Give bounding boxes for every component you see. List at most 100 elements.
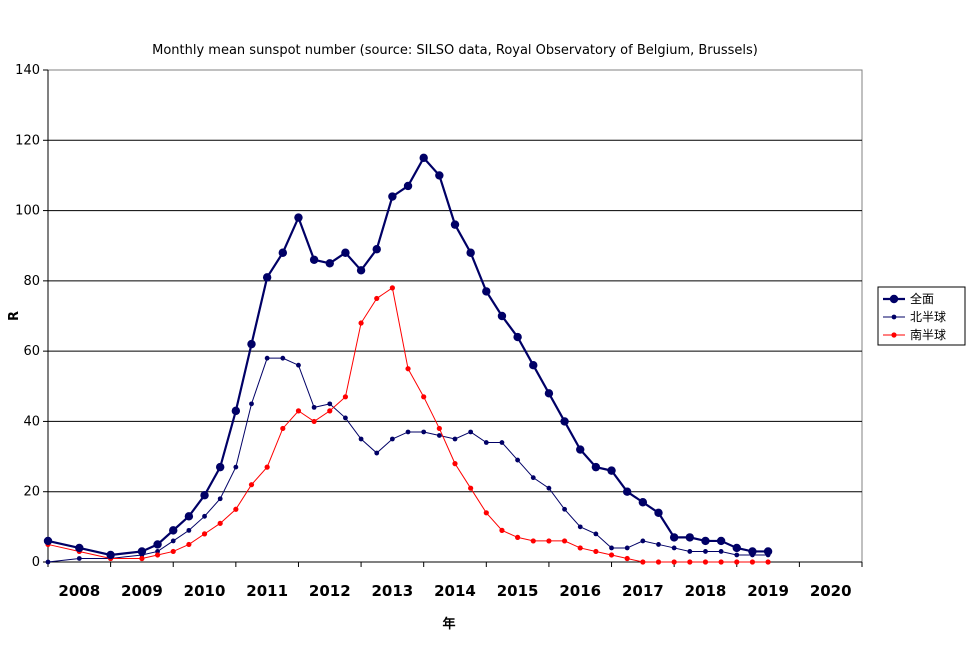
data-point <box>327 401 333 407</box>
data-point <box>374 450 380 456</box>
data-point <box>560 417 569 426</box>
x-tick-label: 2015 <box>497 582 539 600</box>
data-point <box>687 549 693 554</box>
data-point <box>405 429 411 435</box>
data-point <box>640 538 646 544</box>
x-tick-label: 2012 <box>309 582 351 600</box>
x-tick-label: 2009 <box>121 582 163 600</box>
y-axis-label: R <box>7 311 22 321</box>
data-point <box>577 524 583 530</box>
data-point <box>622 487 632 496</box>
data-point <box>593 531 599 537</box>
data-point <box>765 559 771 565</box>
data-point <box>701 536 710 546</box>
data-point <box>247 339 256 349</box>
data-point <box>264 355 270 361</box>
data-point <box>435 171 444 180</box>
data-point <box>499 527 505 533</box>
data-point <box>671 545 677 551</box>
data-point <box>295 408 302 414</box>
series-layer <box>43 153 773 565</box>
chart-title: Monthly mean sunspot number (source: SIL… <box>152 43 758 58</box>
data-point <box>483 440 489 445</box>
x-tick-label: 2010 <box>184 582 226 600</box>
data-point <box>655 559 662 565</box>
data-point <box>202 513 207 519</box>
legend-swatch-marker <box>889 294 899 304</box>
data-point <box>419 153 428 163</box>
y-tick-label: 20 <box>23 485 40 500</box>
data-point <box>139 555 145 562</box>
grid-lines <box>47 70 862 563</box>
data-point <box>201 531 208 537</box>
data-point <box>342 394 349 400</box>
y-tick-label: 120 <box>15 133 40 148</box>
data-point <box>358 320 364 326</box>
data-point <box>466 248 475 257</box>
legend-swatch-marker <box>891 314 897 320</box>
data-point <box>389 285 395 291</box>
data-point <box>734 552 740 558</box>
data-point <box>155 549 160 554</box>
data-point <box>217 520 223 526</box>
y-tick-label: 40 <box>23 414 40 429</box>
data-point <box>106 550 115 560</box>
data-point <box>452 461 458 467</box>
data-point <box>562 506 567 512</box>
data-point <box>732 543 741 553</box>
data-point <box>327 408 333 414</box>
data-point <box>669 533 679 542</box>
data-point <box>311 418 317 425</box>
data-point <box>608 552 615 558</box>
data-point <box>296 362 301 368</box>
data-point <box>374 295 380 302</box>
data-point <box>687 559 693 565</box>
data-point <box>718 559 724 565</box>
x-tick-label: 2018 <box>685 582 727 600</box>
series-line <box>47 287 769 563</box>
data-point <box>546 485 552 491</box>
series-1 <box>43 153 773 560</box>
legend-label: 南半球 <box>910 327 946 342</box>
data-point <box>624 545 630 551</box>
data-point <box>325 259 334 268</box>
data-point <box>452 436 458 442</box>
data-point <box>280 355 286 361</box>
data-point <box>184 512 194 521</box>
data-point <box>450 220 460 229</box>
data-point <box>513 332 522 342</box>
data-point <box>403 181 413 191</box>
data-point <box>278 248 288 257</box>
data-point <box>153 540 162 549</box>
data-point <box>264 464 270 470</box>
data-point <box>341 248 350 257</box>
data-point <box>607 466 616 475</box>
data-point <box>262 273 272 282</box>
data-point <box>43 536 53 546</box>
data-point <box>280 425 286 432</box>
data-point <box>544 389 554 398</box>
data-point <box>529 361 538 370</box>
y-axis-ticks: 0 20 40 60 80 100 120 140 <box>15 63 48 570</box>
x-tick-label: 2013 <box>372 582 414 600</box>
x-tick-label: 2008 <box>58 582 100 600</box>
plot-area <box>47 69 863 563</box>
data-point <box>233 506 239 512</box>
data-point <box>358 436 364 442</box>
data-point <box>356 266 366 275</box>
data-point <box>685 533 695 542</box>
data-point <box>170 538 176 544</box>
x-axis-ticks: 2008 2009 2010 2011 2012 2013 2014 2015 2016 2017… <box>47 562 863 600</box>
legend-swatch-marker <box>891 332 897 338</box>
data-point <box>468 485 474 491</box>
data-point <box>638 498 648 507</box>
data-point <box>654 508 663 517</box>
data-point <box>343 415 348 421</box>
data-point <box>546 538 552 544</box>
x-axis-label: 年 <box>442 616 455 632</box>
data-point <box>763 547 773 556</box>
data-point <box>561 538 568 544</box>
data-point <box>76 556 82 561</box>
data-point <box>405 366 411 372</box>
